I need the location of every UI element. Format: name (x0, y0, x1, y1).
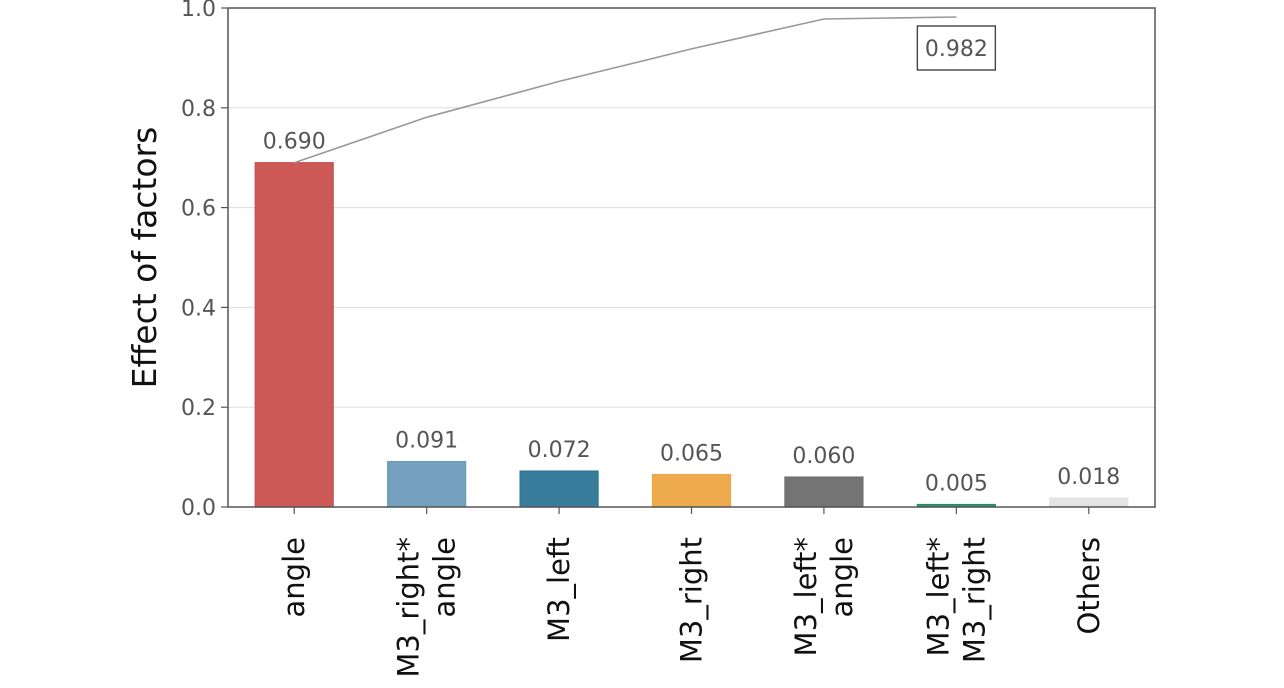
category-label-line: M3_left (542, 537, 576, 642)
data-labels: 0.690 0.091 0.072 0.065 0.060 0.005 0.018 (263, 130, 1121, 497)
bar-value-label: 0.065 (660, 442, 723, 467)
category-label-line: M3_left* (789, 537, 823, 656)
cumulative-callout: 0.982 (916, 25, 997, 71)
y-ticks: 0.0 0.2 0.4 0.6 0.8 1.0 (181, 0, 228, 521)
gridlines (228, 107, 1155, 408)
y-tick-label: 0.0 (181, 496, 216, 521)
category-label-line: Others (1072, 537, 1106, 634)
category-label-line: angle (825, 537, 859, 617)
bar-value-label: 0.060 (792, 444, 855, 469)
y-tick-label: 1.0 (181, 0, 216, 22)
bar (387, 460, 467, 508)
bar (784, 476, 864, 508)
category-label: angle (277, 537, 311, 617)
cumulative-value-box (916, 25, 997, 71)
y-axis-title: Effect of factors (125, 127, 164, 389)
bar (1049, 497, 1129, 508)
cumulative-line (293, 16, 957, 164)
category-labels: angle M3_right* angle M3_left M3_right M3_lef… (277, 537, 1106, 678)
bars (254, 162, 1129, 514)
category-label: M3_left* angle (789, 537, 859, 656)
bar-value-label: 0.091 (395, 429, 458, 454)
category-label-line: angle (428, 537, 462, 617)
bar-value-label: 0.018 (1057, 465, 1120, 490)
cumulative-value-label: 0.982 (925, 37, 988, 62)
bar-value-label: 0.005 (925, 472, 988, 497)
category-label: M3_right* angle (392, 537, 462, 678)
category-label-line: M3_left* (921, 537, 955, 656)
plot-frame (227, 7, 1156, 508)
y-tick-label: 0.2 (181, 396, 216, 421)
bar (651, 473, 732, 508)
bar-value-label: 0.690 (263, 130, 326, 155)
category-label-line: M3_right* (392, 537, 426, 678)
y-tick-label: 0.6 (181, 197, 216, 222)
y-tick-label: 0.8 (181, 97, 216, 122)
y-tick-label: 0.4 (181, 296, 216, 321)
category-label: M3_left* M3_right (921, 537, 991, 663)
category-label: M3_left (542, 537, 576, 642)
category-label: Others (1072, 537, 1106, 634)
bar (519, 470, 599, 508)
bar (254, 162, 334, 508)
category-label: M3_right (675, 537, 709, 663)
category-label-line: angle (277, 537, 311, 617)
cumulative-line-group (293, 16, 957, 164)
bar-value-label: 0.072 (528, 438, 591, 463)
category-label-line: M3_right (675, 537, 709, 663)
category-label-line: M3_right (957, 537, 991, 663)
